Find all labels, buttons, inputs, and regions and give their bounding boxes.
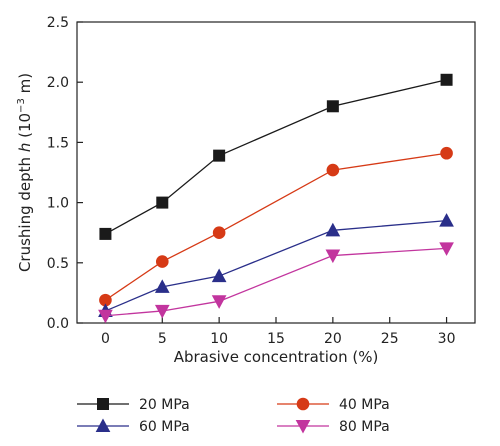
data-point	[326, 100, 339, 113]
legend-label: 20 MPa	[139, 397, 190, 413]
legend-marker	[97, 398, 109, 410]
data-point	[325, 222, 341, 237]
y-tick-label: 0.5	[47, 256, 69, 272]
x-tick-label: 15	[267, 331, 285, 347]
y-axis-title-prefix: Crushing depth	[16, 152, 34, 272]
data-point	[439, 213, 454, 227]
legend-item: 60 MPa	[77, 418, 190, 435]
y-tick-label: 2.0	[47, 75, 69, 91]
data-point	[155, 255, 169, 268]
legend-item: 40 MPa	[277, 397, 390, 413]
data-point	[98, 309, 113, 324]
legend: 20 MPa 40 MPa 60 MPa 80 MPa	[77, 397, 390, 435]
legend-marker	[296, 397, 310, 411]
legend-marker	[295, 419, 311, 434]
x-tick-label: 25	[381, 331, 399, 347]
series-4	[98, 242, 454, 324]
legend-label: 40 MPa	[339, 397, 390, 413]
y-axis-ticks: 0.0 0.5 1.0 1.5 2.0 2.5	[47, 15, 83, 332]
x-tick-label: 30	[438, 331, 456, 347]
legend-label: 80 MPa	[339, 419, 390, 435]
data-point	[99, 227, 112, 240]
x-axis-ticks: 0 5 10 15 20 25 30	[101, 317, 456, 347]
x-tick-label: 0	[101, 331, 110, 347]
data-point	[211, 268, 227, 283]
data-point	[440, 73, 453, 86]
data-point	[326, 163, 340, 177]
data-point	[439, 242, 454, 256]
legend-label: 60 MPa	[139, 419, 190, 435]
data-point	[154, 279, 170, 293]
data-point	[154, 304, 170, 319]
series-1	[99, 73, 453, 240]
data-point	[213, 149, 226, 162]
x-tick-label: 10	[210, 331, 228, 347]
legend-item: 20 MPa	[77, 397, 190, 413]
x-tick-label: 5	[158, 331, 167, 347]
legend-marker	[95, 418, 111, 433]
y-axis-title-unit-open: (10	[16, 113, 34, 143]
series-layer	[98, 73, 454, 324]
y-tick-label: 1.5	[47, 135, 69, 151]
y-axis-title-unit-exponent: −3	[16, 98, 27, 113]
y-axis-title-unit-close: m)	[16, 73, 34, 98]
data-point	[156, 196, 169, 209]
data-point	[440, 146, 453, 160]
y-tick-label: 2.5	[47, 15, 69, 31]
series-3	[98, 213, 454, 317]
legend-item: 80 MPa	[277, 419, 390, 435]
series-line	[105, 79, 447, 235]
y-tick-label: 0.0	[47, 316, 69, 332]
data-point	[325, 249, 341, 264]
y-axis-title: Crushing depth h (10−3 m)	[16, 73, 34, 272]
data-point	[211, 295, 227, 309]
x-tick-label: 20	[324, 331, 342, 347]
data-point	[212, 226, 226, 239]
series-2	[99, 146, 453, 307]
y-axis-title-variable: h	[16, 143, 34, 153]
y-tick-label: 1.0	[47, 196, 69, 212]
x-axis-title: Abrasive concentration (%)	[174, 348, 379, 366]
